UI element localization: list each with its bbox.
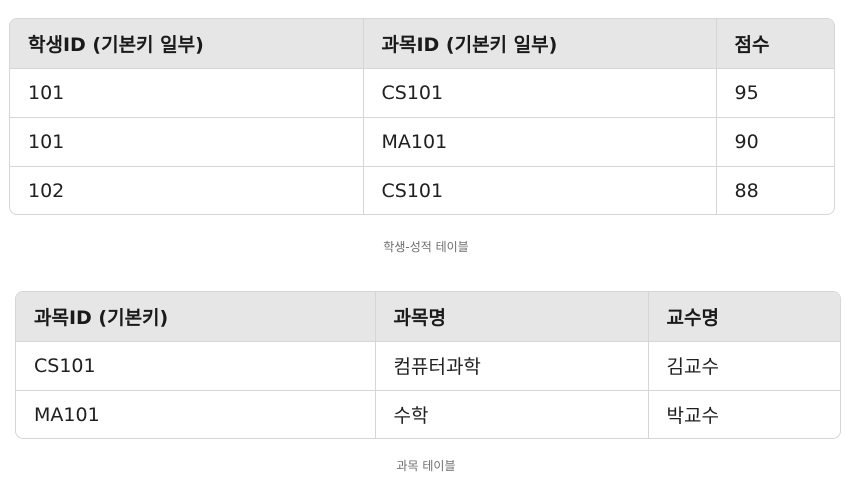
- table-header-row: 과목ID (기본키) 과목명 교수명: [16, 292, 840, 342]
- cell-student-id: 101: [10, 68, 364, 118]
- table-row: CS101 컴퓨터과학 김교수: [16, 341, 840, 391]
- cell-course-id: CS101: [16, 341, 376, 391]
- cell-score: 88: [734, 179, 759, 202]
- cell-course-id: CS101: [363, 68, 717, 118]
- cell-score: 90: [716, 117, 834, 167]
- cell-course-name: 수학: [375, 390, 649, 438]
- table-header-row: 학생ID (기본키 일부) 과목ID (기본키 일부) 점수: [10, 19, 834, 69]
- cell-course-id: MA101: [16, 390, 376, 438]
- column-header-course-id: 과목ID (기본키 일부): [363, 19, 717, 69]
- table-row: 101 CS101 95: [10, 68, 834, 118]
- table-row: MA101 수학 박교수: [16, 390, 840, 438]
- cell-professor-name: 박교수: [666, 405, 719, 428]
- column-header-course-name: 과목명: [375, 292, 649, 342]
- column-header-student-id: 학생ID (기본키 일부): [10, 19, 364, 69]
- course-table: 과목ID (기본키) 과목명 교수명 CS101 컴퓨터과학 김교수 MA101…: [15, 291, 841, 439]
- cell-student-id: 101: [10, 117, 364, 167]
- table-caption-student-grade: 학생-성적 테이블: [383, 240, 469, 254]
- cell-course-name: 컴퓨터과학: [375, 341, 649, 391]
- column-header-professor-name: 교수명: [648, 292, 840, 342]
- column-header-course-id: 과목ID (기본키): [16, 292, 376, 342]
- cell-course-id: CS101: [363, 166, 717, 214]
- cell-course-id: MA101: [363, 117, 717, 167]
- cell-professor-name: 김교수: [648, 341, 840, 391]
- cell-score: 95: [716, 68, 834, 118]
- table-row: 101 MA101 90: [10, 117, 834, 167]
- table-caption-course: 과목 테이블: [396, 459, 456, 473]
- column-header-score: 점수: [716, 19, 834, 69]
- student-grade-table: 학생ID (기본키 일부) 과목ID (기본키 일부) 점수 101 CS101…: [9, 18, 835, 215]
- cell-student-id: 102: [10, 166, 364, 214]
- table-row: 102 CS101 88: [10, 166, 834, 214]
